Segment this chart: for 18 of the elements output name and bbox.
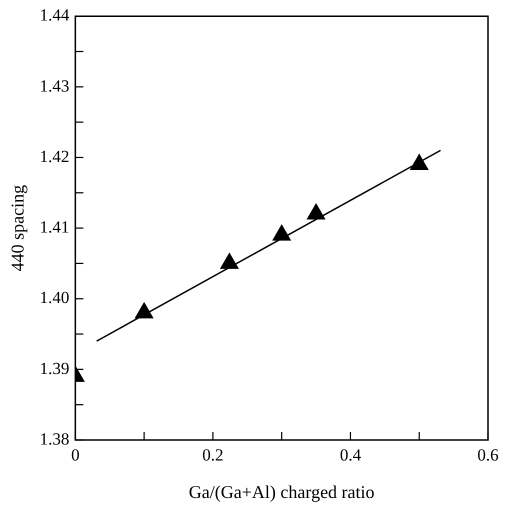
y-axis-title: 440 spacing [8, 184, 28, 272]
x-tick-label: 0 [71, 446, 80, 465]
x-axis-title: Ga/(Ga+Al) charged ratio [188, 482, 375, 502]
x-tick-label: 0.4 [340, 446, 362, 465]
x-tick-label: 0.2 [202, 446, 224, 465]
y-tick-label: 1.44 [40, 6, 70, 25]
y-tick-label: 1.38 [40, 429, 70, 448]
point [410, 154, 428, 170]
point [272, 224, 291, 241]
y-tick-label: 1.39 [40, 358, 70, 378]
point [220, 252, 239, 269]
point [306, 203, 326, 220]
y-tick-label: 1.42 [40, 146, 70, 166]
y-tick-label: 1.40 [40, 288, 70, 308]
y-tick-label: 1.41 [40, 218, 70, 237]
y-tick-label: 1.43 [40, 76, 70, 96]
point [134, 302, 154, 318]
x-tick-label: 0.6 [477, 446, 499, 465]
